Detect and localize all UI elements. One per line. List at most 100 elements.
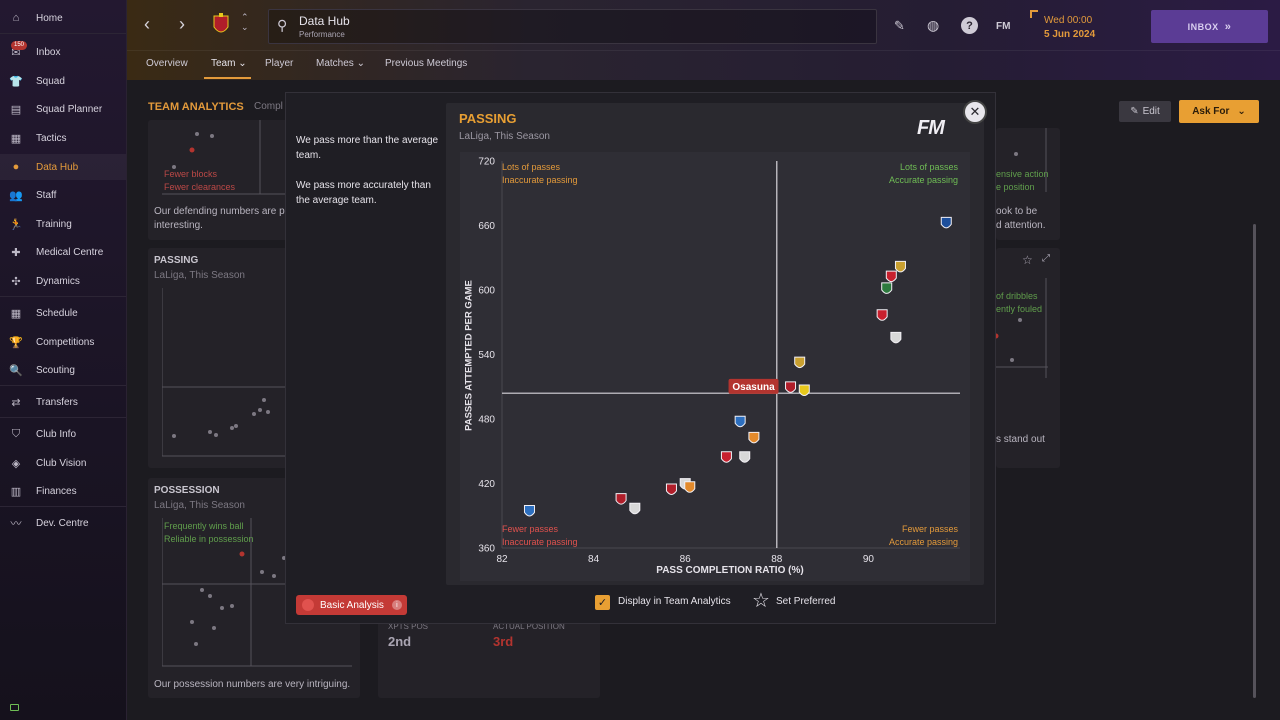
- search-box[interactable]: ⚲ Data Hub Performance: [268, 9, 877, 44]
- y-tick-label: 660: [478, 221, 495, 232]
- right-panel-top: ensive action e position ook to be d atten…: [996, 128, 1060, 240]
- sidebar-item-medical-centre[interactable]: ✚ Medical Centre: [0, 239, 126, 265]
- continue-corner-icon: [1030, 10, 1038, 18]
- tab-player[interactable]: Player: [265, 58, 294, 69]
- sidebar-item-scouting[interactable]: 🔍 Scouting: [9, 364, 75, 377]
- sidebar-item-home[interactable]: ⌂ Home: [0, 5, 126, 31]
- ask-for-button[interactable]: Ask For ⌄: [1179, 100, 1259, 123]
- inbox-continue-button[interactable]: INBOX»: [1151, 10, 1268, 43]
- sidebar-item-schedule[interactable]: ▦ Schedule: [10, 307, 78, 320]
- sidebar-item-squad-planner[interactable]: ▤ Squad Planner: [10, 103, 103, 116]
- star-outline-icon[interactable]: ☆: [752, 590, 770, 612]
- x-tick-label: 90: [863, 554, 875, 565]
- y-tick-label: 360: [478, 544, 495, 555]
- tab-team[interactable]: Team ⌄: [211, 58, 247, 69]
- quadrant-label-top-left: Lots of passes Inaccurate passing: [502, 162, 578, 185]
- tab-previous-meetings[interactable]: Previous Meetings: [385, 58, 468, 69]
- scrollbar[interactable]: [1253, 224, 1256, 698]
- expand-icon[interactable]: ⤢: [1042, 253, 1050, 264]
- expected-points-panel: XPTS POS 2nd ACTUAL POSITION 3rd: [378, 610, 600, 698]
- team-crest-point: [629, 502, 641, 515]
- sidebar-item-training[interactable]: 🏃 Training: [9, 218, 72, 231]
- sidebar-item-transfers[interactable]: ⇄ Transfers: [0, 389, 126, 415]
- team-crest-point: [885, 270, 897, 283]
- sidebar-item-staff[interactable]: 👥 Staff: [9, 189, 57, 202]
- tab-matches[interactable]: Matches ⌄: [316, 58, 365, 69]
- passing-scatter-chart: 82 84 86 88 90 720 660 600 540 480 420 360 Osasuna: [478, 157, 960, 565]
- team-crest-point: [615, 493, 627, 505]
- basic-analysis-icon: [302, 599, 314, 611]
- defending-summary: Our defending numbers are p interesting.: [154, 206, 285, 231]
- team-crest-point: [798, 384, 810, 397]
- sidebar-item-finances[interactable]: ▥ Finances: [10, 485, 77, 498]
- pencil-icon: ✎: [1130, 106, 1139, 117]
- chevron-down-icon: ⌄: [238, 58, 247, 69]
- display-in-team-analytics-label: Display in Team Analytics: [618, 596, 731, 607]
- x-tick-label: 88: [771, 554, 783, 565]
- medical-icon: ✚: [11, 246, 21, 259]
- edit-pencil-icon[interactable]: ✎: [894, 18, 905, 33]
- quadrant-label-top-right: Lots of passes Accurate passing: [888, 162, 958, 185]
- fm-menu-button[interactable]: FM: [996, 21, 1011, 32]
- x-tick-label: 84: [588, 554, 600, 565]
- vision-icon: ◈: [11, 457, 21, 470]
- star-icon[interactable]: ☆: [1022, 253, 1033, 267]
- staff-icon: 👥: [9, 189, 23, 202]
- possession-mini-chart: [162, 518, 352, 667]
- display-in-team-analytics-checkbox[interactable]: ✓: [595, 595, 610, 610]
- sidebar-item-inbox[interactable]: ✉ 150 Inbox: [0, 39, 126, 65]
- sidebar-item-club-info[interactable]: ⛉ Club Info: [0, 421, 126, 447]
- quadrant-label-bottom-right: Fewer passes Accurate passing: [888, 524, 958, 547]
- set-preferred-button[interactable]: Set Preferred: [776, 596, 836, 607]
- right-panel-bottom: ☆ ⤢ of dribbles ently fouled s stand out: [996, 248, 1060, 468]
- transfers-icon: ⇄: [11, 396, 21, 409]
- page-subtitle: Performance: [299, 30, 345, 39]
- double-chevron-right-icon: »: [1224, 20, 1232, 33]
- edit-button[interactable]: ✎ Edit: [1119, 101, 1171, 122]
- team-crest-point: [785, 381, 797, 393]
- team-crest-point: [748, 431, 760, 444]
- sidebar-item-squad[interactable]: 👕 Squad: [9, 75, 65, 88]
- close-button[interactable]: ✕: [963, 100, 987, 124]
- defending-quadrant-label: Fewer blocks Fewer clearances: [164, 169, 236, 192]
- team-crest-point: [881, 282, 893, 294]
- sidebar-item-competitions[interactable]: 🏆 Competitions: [9, 336, 95, 349]
- possession-quadrant-label: Frequently wins ball Reliable in possessi…: [164, 521, 254, 544]
- finances-icon: ▥: [10, 485, 22, 498]
- scouting-icon: 🔍: [9, 364, 23, 377]
- tab-overview[interactable]: Overview: [146, 58, 188, 69]
- sidebar-item-dynamics[interactable]: ✣ Dynamics: [0, 268, 126, 294]
- quadrant-label-bottom-left: Fewer passes Inaccurate passing: [502, 524, 578, 547]
- highlight-team-label: Osasuna: [732, 382, 775, 393]
- shirt-icon: 👕: [9, 75, 23, 88]
- sidebar-item-tactics[interactable]: ▦ Tactics: [10, 132, 67, 145]
- search-icon: ⚲: [277, 17, 288, 33]
- y-tick-label: 540: [478, 350, 495, 361]
- clipboard-icon: ▤: [10, 103, 22, 116]
- insight-2: We pass more accurately than the average…: [296, 180, 431, 206]
- sidebar-item-club-vision[interactable]: ◈ Club Vision: [0, 450, 126, 476]
- page-title: Data Hub: [299, 14, 350, 28]
- shield-icon: ⛉: [11, 427, 21, 440]
- inbox-count-badge: 150: [11, 41, 28, 50]
- basic-analysis-button[interactable]: Basic Analysis i: [296, 595, 407, 615]
- data-hub-icon: ●: [12, 161, 20, 173]
- sidebar-item-dev-centre[interactable]: 〰 Dev. Centre: [10, 517, 89, 531]
- y-tick-label: 420: [478, 479, 495, 490]
- info-icon[interactable]: i: [391, 600, 402, 610]
- sidebar-item-data-hub[interactable]: ● Data Hub: [0, 154, 126, 180]
- team-crest-point: [876, 309, 888, 321]
- club-switch-arrows-icon[interactable]: ⌃ ⌄: [241, 12, 249, 32]
- globe-icon[interactable]: ◍: [927, 17, 940, 33]
- section-title: TEAM ANALYTICS: [148, 101, 244, 113]
- insight-1: We pass more than the average team.: [296, 135, 439, 161]
- fm-logo: FM: [917, 117, 945, 139]
- back-button[interactable]: ‹: [144, 14, 150, 34]
- club-crest-icon[interactable]: [211, 12, 231, 38]
- top-bar: [127, 0, 1280, 80]
- forward-button[interactable]: ›: [179, 14, 185, 34]
- team-crest-point: [794, 356, 806, 369]
- training-icon: 🏃: [9, 218, 23, 231]
- x-tick-label: 86: [680, 554, 692, 565]
- help-icon[interactable]: ?: [961, 17, 978, 34]
